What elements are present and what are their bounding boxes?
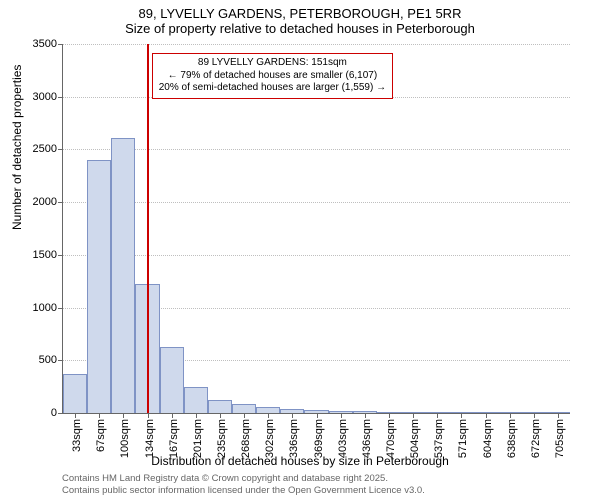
xtick-label: 201sqm (192, 419, 204, 458)
footer-attribution: Contains HM Land Registry data © Crown c… (62, 473, 425, 497)
gridline (63, 44, 570, 45)
xtick-mark (534, 413, 535, 418)
xtick-label: 403sqm (337, 419, 349, 458)
xtick-label: 167sqm (168, 419, 180, 458)
xtick-mark (365, 413, 366, 418)
ytick-mark (58, 413, 63, 414)
gridline (63, 202, 570, 203)
ytick-label: 500 (39, 354, 57, 366)
annotation-line-2: 20% of semi-detached houses are larger (… (159, 82, 386, 95)
xtick-mark (486, 413, 487, 418)
xtick-mark (317, 413, 318, 418)
reference-marker-line (147, 44, 149, 413)
gridline (63, 255, 570, 256)
xtick-label: 571sqm (457, 419, 469, 458)
xtick-mark (172, 413, 173, 418)
xtick-mark (99, 413, 100, 418)
histogram-bar (111, 138, 135, 413)
xtick-label: 134sqm (144, 419, 156, 458)
gridline (63, 149, 570, 150)
xtick-mark (123, 413, 124, 418)
y-axis-label: Number of detached properties (10, 65, 24, 230)
x-axis-label: Distribution of detached houses by size … (0, 454, 600, 468)
ytick-label: 3000 (33, 91, 57, 103)
xtick-mark (437, 413, 438, 418)
ytick-label: 1000 (33, 302, 57, 314)
xtick-label: 672sqm (530, 419, 542, 458)
xtick-label: 604sqm (482, 419, 494, 458)
ytick-mark (58, 97, 63, 98)
histogram-bar (184, 387, 208, 413)
ytick-label: 1500 (33, 249, 57, 261)
xtick-mark (75, 413, 76, 418)
xtick-label: 436sqm (361, 419, 373, 458)
xtick-label: 67sqm (95, 419, 107, 452)
xtick-mark (558, 413, 559, 418)
xtick-label: 268sqm (240, 419, 252, 458)
histogram-bar (87, 160, 111, 413)
footer-line2: Contains public sector information licen… (62, 485, 425, 497)
annotation-line-0: 89 LYVELLY GARDENS: 151sqm (159, 57, 386, 70)
xtick-mark (196, 413, 197, 418)
plot-region: 050010001500200025003000350033sqm67sqm10… (62, 44, 570, 414)
xtick-label: 33sqm (71, 419, 83, 452)
ytick-mark (58, 255, 63, 256)
xtick-label: 705sqm (554, 419, 566, 458)
xtick-mark (268, 413, 269, 418)
xtick-mark (220, 413, 221, 418)
xtick-label: 470sqm (385, 419, 397, 458)
xtick-label: 638sqm (506, 419, 518, 458)
title-line2: Size of property relative to detached ho… (0, 21, 600, 36)
xtick-label: 100sqm (119, 419, 131, 458)
xtick-mark (510, 413, 511, 418)
xtick-mark (244, 413, 245, 418)
footer-line1: Contains HM Land Registry data © Crown c… (62, 473, 425, 485)
xtick-mark (341, 413, 342, 418)
xtick-label: 504sqm (409, 419, 421, 458)
xtick-mark (461, 413, 462, 418)
histogram-bar (63, 374, 87, 413)
ytick-mark (58, 149, 63, 150)
chart-area: 050010001500200025003000350033sqm67sqm10… (62, 44, 570, 414)
xtick-label: 302sqm (264, 419, 276, 458)
xtick-mark (413, 413, 414, 418)
histogram-bar (160, 347, 184, 413)
ytick-mark (58, 44, 63, 45)
ytick-label: 2000 (33, 196, 57, 208)
xtick-mark (389, 413, 390, 418)
xtick-label: 235sqm (216, 419, 228, 458)
ytick-label: 3500 (33, 38, 57, 50)
histogram-bar (208, 400, 232, 413)
chart-title-block: 89, LYVELLY GARDENS, PETERBOROUGH, PE1 5… (0, 0, 600, 36)
ytick-label: 2500 (33, 143, 57, 155)
xtick-label: 537sqm (433, 419, 445, 458)
xtick-label: 369sqm (313, 419, 325, 458)
ytick-mark (58, 202, 63, 203)
annotation-callout: 89 LYVELLY GARDENS: 151sqm← 79% of detac… (152, 53, 393, 99)
title-line1: 89, LYVELLY GARDENS, PETERBOROUGH, PE1 5… (0, 6, 600, 21)
annotation-line-1: ← 79% of detached houses are smaller (6,… (159, 70, 386, 83)
ytick-mark (58, 308, 63, 309)
xtick-label: 336sqm (288, 419, 300, 458)
ytick-mark (58, 360, 63, 361)
xtick-mark (148, 413, 149, 418)
histogram-bar (232, 404, 256, 413)
xtick-mark (292, 413, 293, 418)
ytick-label: 0 (51, 407, 57, 419)
